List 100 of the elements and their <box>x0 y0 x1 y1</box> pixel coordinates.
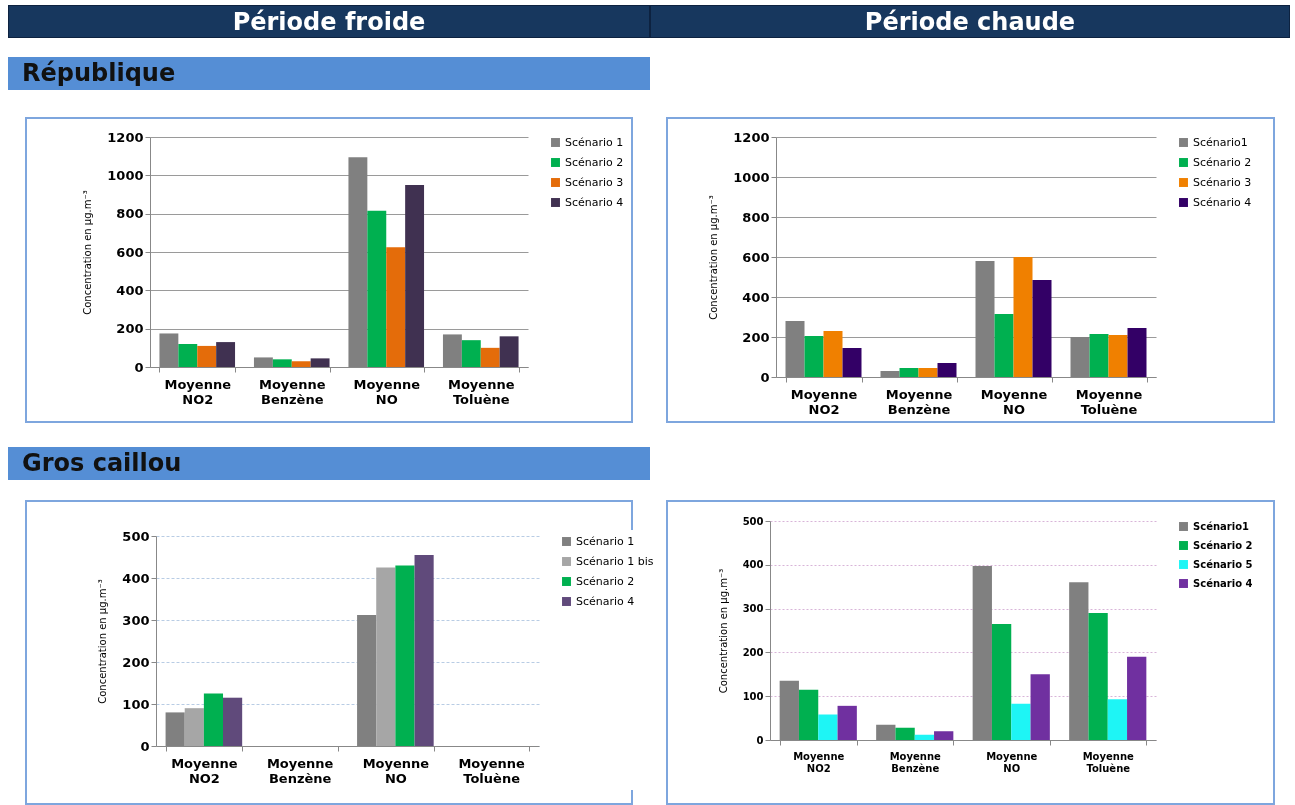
y-tick-label: 0 <box>760 369 770 385</box>
y-tick-label: 500 <box>122 528 150 544</box>
bar <box>1011 703 1031 740</box>
legend-label: Scénario1 <box>1193 135 1248 149</box>
x-tick-label: Moyenne NO2 <box>790 386 858 417</box>
bar <box>1032 280 1052 377</box>
legend-label: Scénario 2 <box>1193 155 1252 169</box>
x-tick-label: Moyenne NO <box>353 376 421 407</box>
text: Période froide <box>8 5 650 38</box>
x-tick-label: Moyenne Toluène <box>448 376 515 407</box>
y-tick-label: 100 <box>742 690 764 702</box>
bar <box>1127 328 1147 377</box>
bar <box>178 344 198 367</box>
bar <box>991 623 1012 740</box>
y-tick-label: 300 <box>742 603 764 615</box>
y-axis-title: Concentration en µg.m⁻³ <box>717 568 729 694</box>
bar <box>216 342 236 367</box>
text: Période chaude <box>650 5 1290 38</box>
bar <box>1088 612 1108 740</box>
bar <box>918 368 938 377</box>
bar <box>1108 335 1128 377</box>
bar <box>937 363 957 377</box>
bar <box>461 340 481 367</box>
text: Gros caillou <box>8 447 650 480</box>
y-axis-title: Concentration en µg.m⁻³ <box>97 579 109 704</box>
x-tick-label: Moyenne NO2 <box>164 376 232 407</box>
bar <box>818 714 838 740</box>
y-tick-label: 400 <box>742 289 770 305</box>
bar <box>994 314 1014 377</box>
legend-label: Scénario 4 <box>1193 577 1253 589</box>
bar <box>798 689 819 740</box>
y-tick-label: 400 <box>742 559 764 571</box>
bar <box>914 734 935 740</box>
legend-label: Scénario 4 <box>1193 195 1252 209</box>
x-tick-label: Moyenne Benzène <box>259 376 326 407</box>
legend-label: Scénario 3 <box>565 175 624 189</box>
legend-label: Scénario 1 <box>565 135 624 149</box>
text: République <box>8 57 650 90</box>
bar <box>1089 334 1109 377</box>
bar <box>395 565 415 746</box>
bar <box>1127 656 1147 740</box>
y-axis-title: Concentration en µg.m⁻³ <box>708 195 720 320</box>
bar <box>197 345 217 367</box>
legend-label: Scénario 4 <box>576 594 635 608</box>
bar <box>837 705 857 740</box>
bar <box>272 359 292 367</box>
legend-label: Scénario 5 <box>1193 558 1253 570</box>
x-tick-label: Moyenne NO2 <box>793 750 845 774</box>
bar <box>184 708 204 746</box>
legend-label: Scénario 1 bis <box>576 554 654 568</box>
x-tick-label: Moyenne Toluène <box>1082 750 1135 774</box>
bar <box>291 361 311 367</box>
y-tick-label: 1200 <box>733 129 770 145</box>
bar <box>376 567 396 746</box>
legend-label: Scénario 4 <box>565 195 624 209</box>
bar <box>1013 257 1033 377</box>
bar <box>480 347 500 367</box>
y-axis-title: Concentration en µg.m⁻³ <box>82 190 94 315</box>
bar <box>842 348 862 377</box>
y-tick-label: 200 <box>742 329 770 345</box>
y-tick-label: 0 <box>756 734 764 746</box>
y-tick-label: 100 <box>122 696 150 712</box>
x-tick-label: Moyenne Toluène <box>1075 386 1143 417</box>
bar <box>414 554 434 746</box>
x-tick-label: Moyenne Benzène <box>889 750 942 774</box>
legend-label: Scénario 2 <box>565 155 624 169</box>
bar <box>823 331 843 377</box>
bar <box>899 368 919 377</box>
legend-label: Scénario 2 <box>576 574 635 588</box>
x-tick-label: Moyenne NO <box>980 386 1048 417</box>
y-tick-label: 400 <box>116 282 144 298</box>
x-tick-label: Moyenne NO2 <box>171 755 238 786</box>
legend-label: Scénario 2 <box>1193 539 1253 551</box>
legend-label: Scénario 3 <box>1193 175 1252 189</box>
y-tick-label: 200 <box>116 321 144 337</box>
y-tick-label: 200 <box>742 646 764 658</box>
x-tick-label: Moyenne NO <box>986 750 1038 774</box>
y-tick-label: 600 <box>742 249 770 265</box>
bar <box>934 731 954 740</box>
bar <box>223 697 243 746</box>
bar <box>1030 674 1050 740</box>
bar <box>367 210 387 367</box>
y-tick-label: 600 <box>116 244 144 260</box>
bar <box>499 336 519 367</box>
legend-label: Scénario 1 <box>576 534 635 548</box>
y-tick-label: 200 <box>122 654 150 670</box>
y-tick-label: 500 <box>742 515 764 527</box>
y-tick-label: 800 <box>116 206 144 222</box>
bar <box>1107 699 1128 740</box>
bar <box>804 336 824 377</box>
bar <box>310 358 330 367</box>
legend-label: Scénario1 <box>1193 520 1250 532</box>
x-tick-label: Moyenne Benzène <box>266 755 334 786</box>
y-tick-label: 400 <box>122 570 150 586</box>
y-tick-label: 1000 <box>107 167 144 183</box>
y-tick-label: 800 <box>742 209 770 225</box>
y-tick-label: 0 <box>140 738 150 754</box>
x-tick-label: Moyenne NO <box>362 755 430 786</box>
bar <box>895 727 915 740</box>
y-tick-label: 0 <box>134 359 144 375</box>
